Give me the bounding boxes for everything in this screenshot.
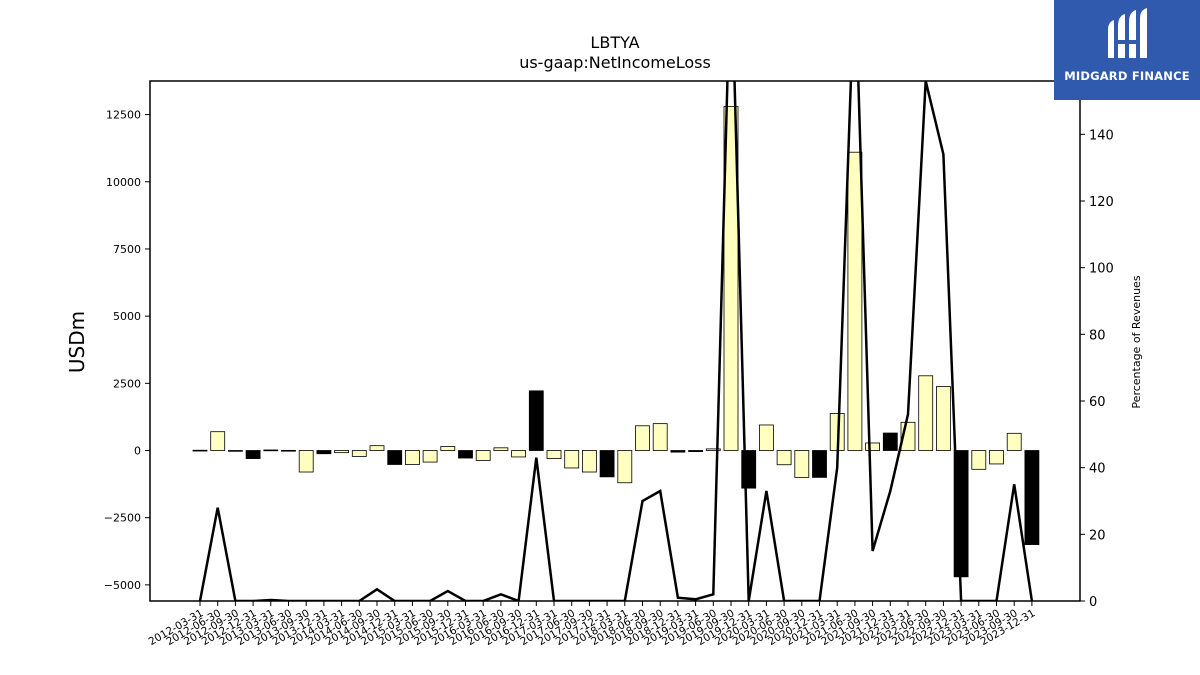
y2-tick-label: 0 [1089,595,1097,610]
bar-2012-09-30 [227,450,243,452]
bar-2015-12-31 [458,450,473,459]
plot-frame [149,80,1081,602]
percentage-line [198,81,1034,601]
y-tick-label: −5000 [104,579,141,592]
y-tick-label: 0 [134,445,141,458]
y2-axis-label: Percentage of Revenues [1130,275,1143,408]
bar-2017-06-30 [564,450,580,469]
bar-2022-09-30 [936,386,951,451]
bar-2013-09-30 [298,450,314,473]
y2-tick-label: 140 [1089,128,1114,143]
bar-2013-03-31 [263,449,279,452]
bar-2018-09-30 [652,423,668,451]
bar-2020-06-30 [776,450,792,466]
bar-2012-12-31 [245,450,261,459]
chart-subtitle: us-gaap:NetIncomeLoss [519,53,711,72]
bar-2021-09-30 [865,442,880,451]
bar-2023-09-30 [1006,432,1022,451]
bar-2015-03-31 [404,450,420,465]
bar-2013-12-31 [316,450,332,455]
bar-2022-06-30 [918,375,934,451]
bar-2021-12-31 [882,432,898,451]
bar-2016-03-31 [475,450,491,461]
bar-2017-09-30 [582,450,597,473]
y2-tick-label: 60 [1089,395,1106,410]
percentage-line-series [198,81,1034,601]
bar-2012-03-31 [192,449,208,452]
y-tick-label: 10000 [106,176,141,189]
bar-2012-06-30 [210,431,226,451]
y2-tick-label: 40 [1089,462,1106,477]
bar-2016-06-30 [493,447,509,451]
y2-tick-label: 80 [1089,328,1106,343]
bar-2017-12-31 [599,450,615,478]
bar-2018-03-31 [617,450,633,484]
bar-2018-06-30 [635,425,650,451]
left-axis-ticks: −5000 −2500 0 2500 5000 7500 10000 12500 [104,109,150,592]
bar-2021-06-30 [847,151,863,451]
bar-2019-09-30 [723,106,739,451]
bar-2023-12-31 [1024,450,1040,545]
y2-tick-label: 20 [1089,528,1106,543]
y-axis-label: USDm [65,311,89,373]
y-tick-label: 2500 [113,377,141,390]
bar-2020-09-30 [794,450,810,478]
bar-2019-03-31 [688,450,703,452]
brand-logo: MIDGARD FINANCE [1054,0,1200,100]
bar-2023-03-31 [971,450,987,470]
bar-2015-06-30 [422,450,438,463]
bar-2014-12-31 [387,450,403,465]
logo-mark-icon [1108,8,1147,58]
bar-2013-06-30 [281,449,296,452]
y-tick-label: −2500 [104,512,141,525]
bar-2014-06-30 [351,450,367,457]
y2-tick-label: 120 [1089,195,1114,210]
y2-tick-label: 100 [1089,262,1114,277]
y-tick-label: 5000 [113,310,141,323]
bar-2023-06-30 [989,450,1004,465]
y-tick-label: 12500 [106,109,141,122]
bar-2018-12-31 [670,450,686,453]
y-tick-label: 7500 [113,243,141,256]
chart-title: LBTYA [590,33,639,52]
logo-text: MIDGARD FINANCE [1064,69,1190,83]
bar-2015-09-30 [440,446,456,451]
right-axis-ticks: 0 20 40 60 80 100 120 140 [1080,128,1114,610]
x-axis-ticks: 2012-03-312012-06-302012-09-302012-12-31… [147,601,1037,648]
bar-2014-03-31 [334,450,350,454]
bar-2019-06-30 [705,448,721,451]
bar-2016-09-30 [511,450,527,458]
bar-2014-09-30 [369,445,385,451]
bar-2020-03-31 [759,424,774,451]
bar-2016-12-31 [528,390,544,451]
bar-2017-03-31 [546,450,562,459]
bar-2020-12-31 [812,450,827,478]
